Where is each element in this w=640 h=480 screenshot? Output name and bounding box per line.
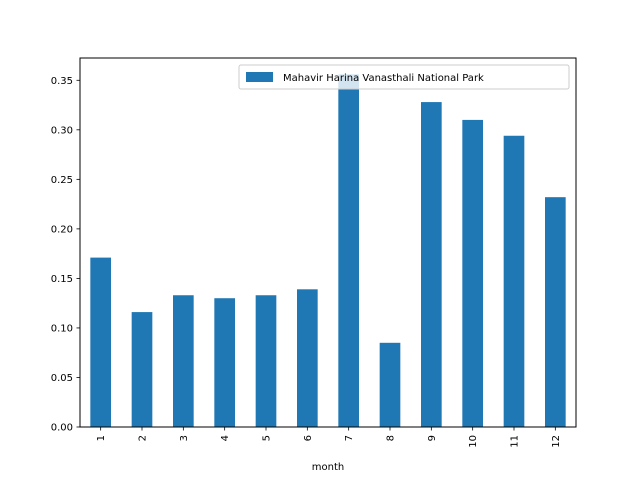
y-tick-label: 0.00 [51,423,73,434]
y-tick-label: 0.15 [51,274,73,285]
y-tick-label: 0.35 [51,76,73,87]
x-tick-label: 1 [96,435,107,441]
x-tick-label: 10 [468,435,479,448]
bar [173,295,194,427]
legend-box [238,64,570,90]
legend-label: Mahavir Harina Vanasthali National Park [283,73,484,84]
bar [462,119,483,427]
x-tick-label: 9 [427,435,438,441]
x-tick-label: 7 [344,435,355,441]
y-tick-label: 0.25 [51,175,73,186]
x-tick-label: 5 [262,435,273,441]
bar [545,197,566,427]
x-axis-title: month [312,462,344,473]
axes-frame [79,57,577,428]
bar [503,135,525,427]
x-tick-label: 3 [179,435,190,441]
bar [421,102,442,427]
x-tick-label: 4 [220,435,231,441]
legend-swatch [246,72,273,82]
bar [214,298,235,427]
y-axis: 0.00 0.05 0.10 0.15 0.20 0.25 0.30 0.35 [51,76,80,434]
bars-group [90,74,566,427]
x-tick-label: 2 [138,435,149,441]
bar [338,74,359,427]
bar [90,257,111,427]
x-tick-label: 12 [551,435,562,448]
bar [379,342,401,427]
x-tick-label: 11 [510,435,521,448]
x-tick-label: 6 [303,435,314,441]
y-tick-label: 0.05 [51,373,73,384]
bar [255,295,277,427]
x-axis: 1 2 3 4 5 6 7 8 9 10 11 12 [96,427,562,448]
y-tick-label: 0.30 [51,125,73,136]
y-tick-label: 0.10 [51,323,73,334]
legend: Mahavir Harina Vanasthali National Park [238,64,570,90]
x-tick-label: 8 [386,435,397,441]
y-tick-label: 0.20 [51,224,73,235]
bar [297,289,318,427]
bar [131,312,153,427]
